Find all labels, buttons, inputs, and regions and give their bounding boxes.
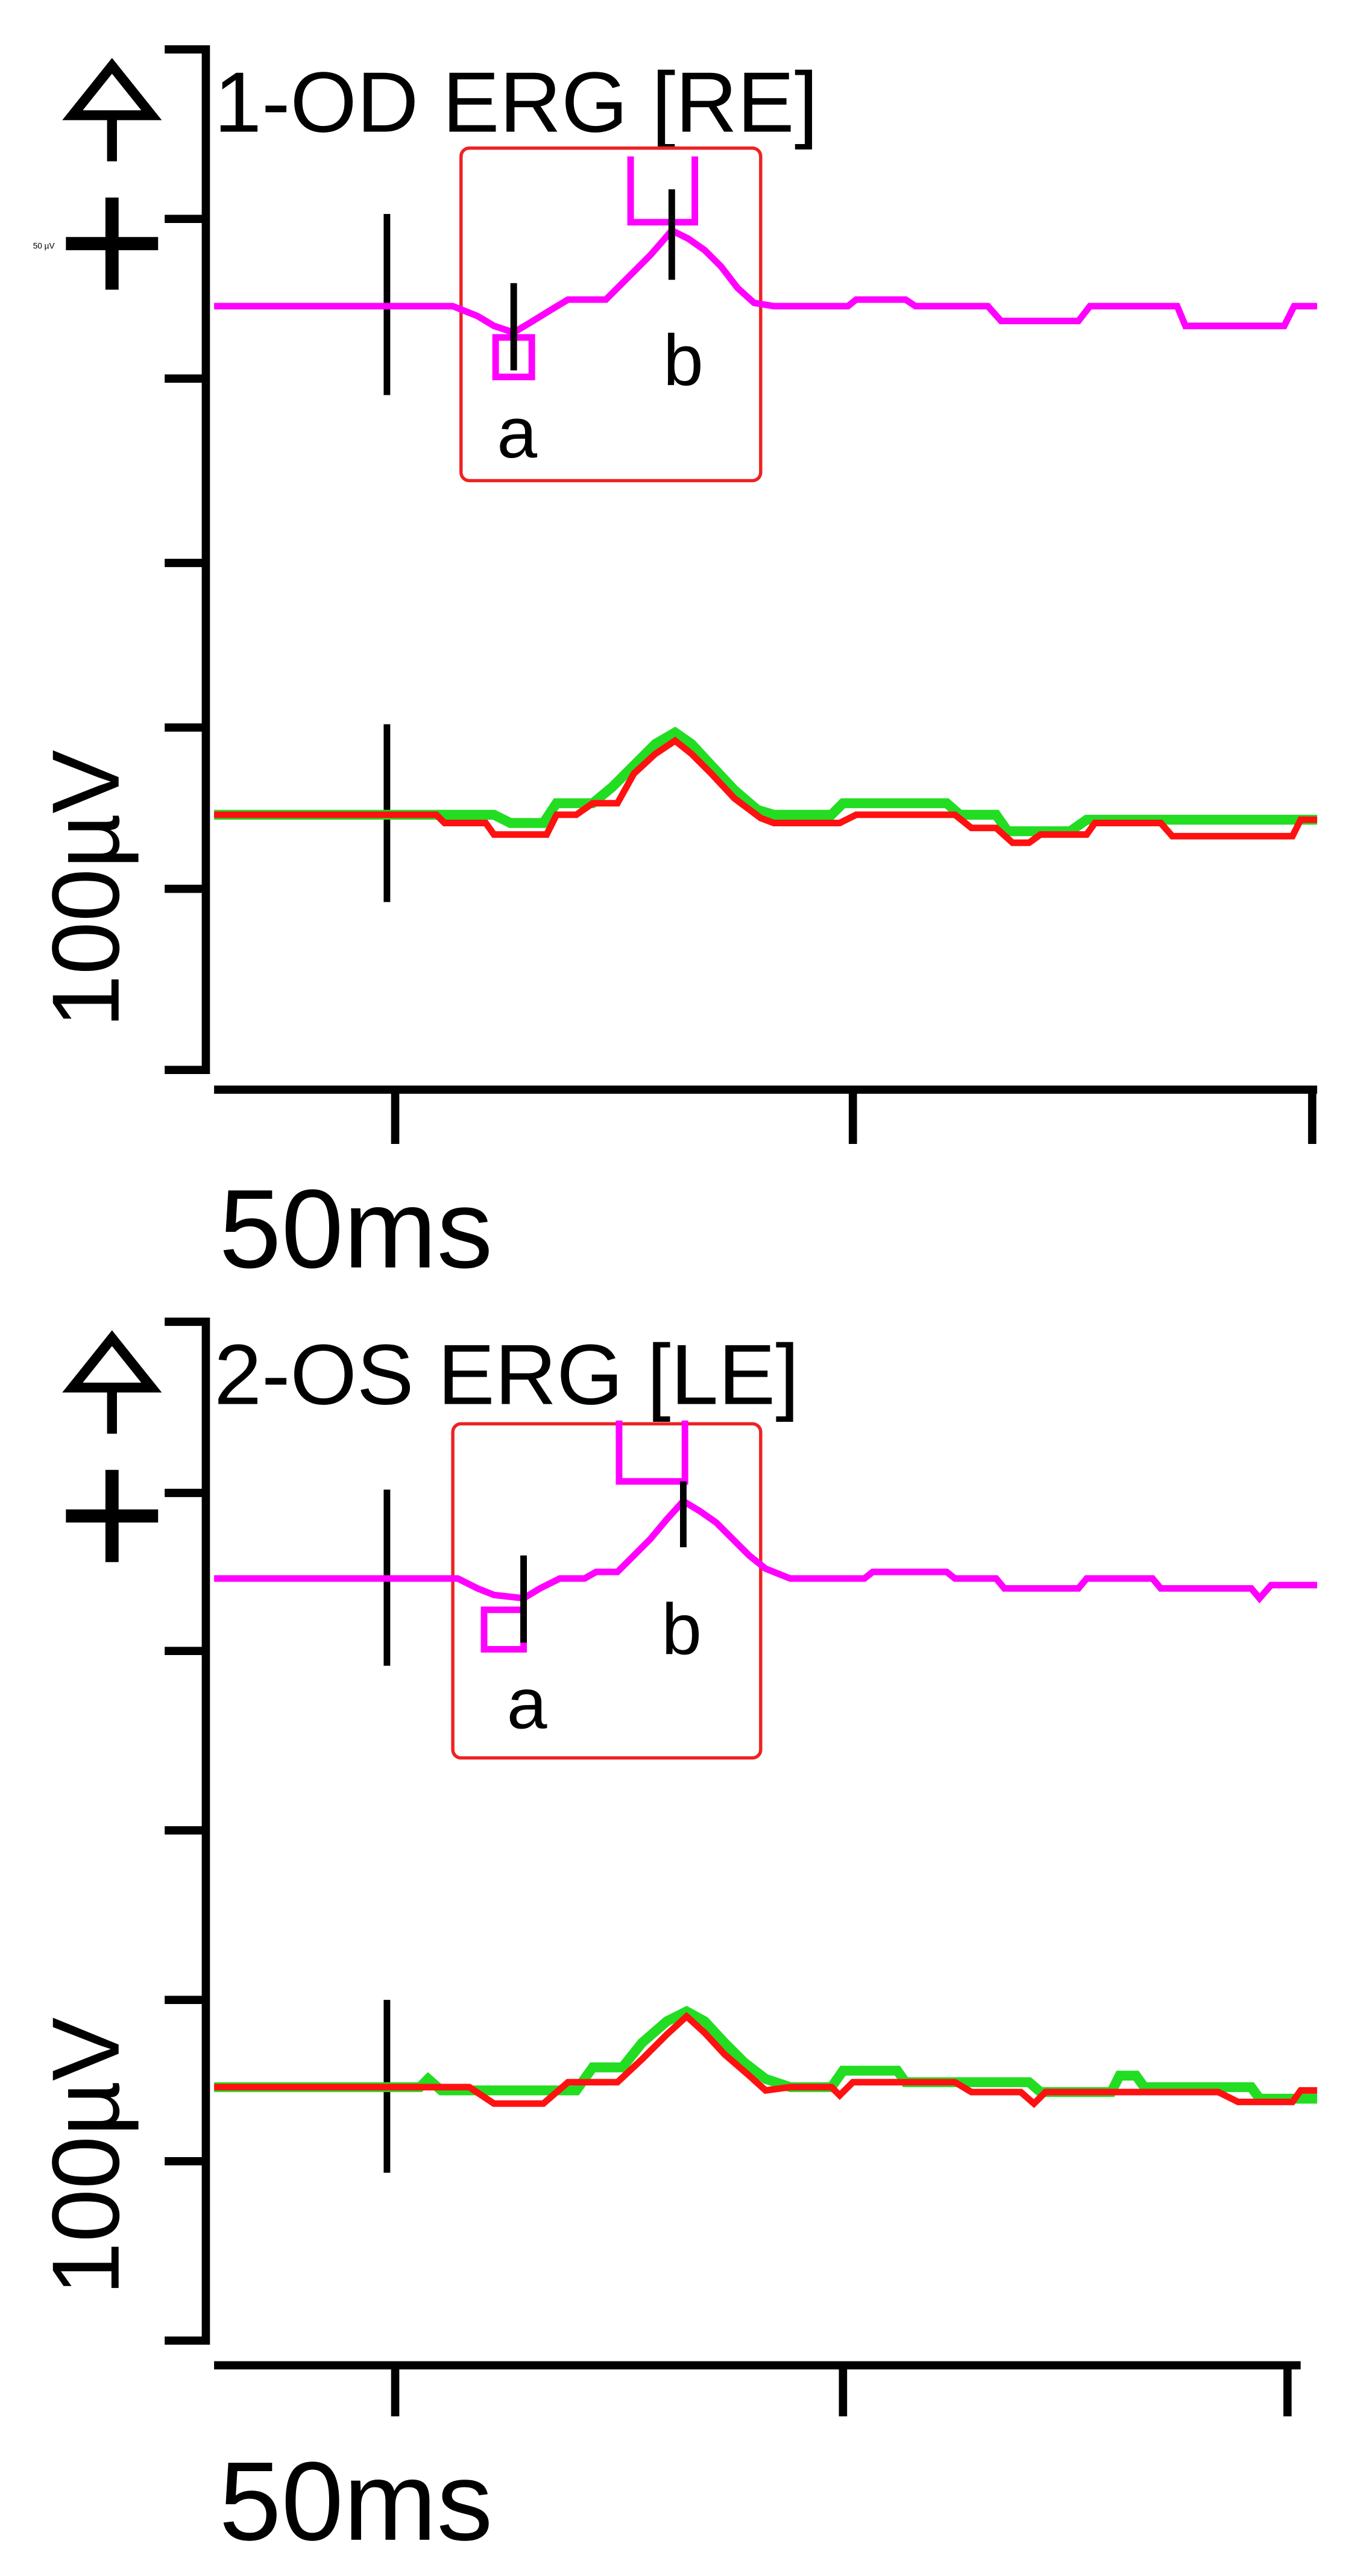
panel: 1-OD ERG [RE] 50 µV a b 100µV 50ms	[33, 45, 1317, 1292]
trace	[214, 226, 1317, 336]
trace	[214, 1497, 1317, 1604]
panel-title: 2-OS ERG [LE]	[214, 1327, 799, 1423]
marker-box	[451, 1422, 763, 1760]
x-scale-label: 50ms	[219, 1167, 493, 1292]
a-label: a	[497, 392, 537, 473]
plus-icon	[66, 197, 159, 290]
b-label: b	[663, 320, 704, 401]
a-marker	[492, 334, 535, 380]
up-arrow-icon	[62, 1330, 162, 1434]
trace	[214, 726, 1317, 837]
x-axis	[214, 2361, 1301, 2417]
b-label: b	[661, 1589, 702, 1670]
y-scale-label: 100µV	[33, 750, 139, 1028]
x-scale-label: 50ms	[219, 2439, 493, 2564]
up-arrow-icon	[62, 58, 162, 162]
x-axis	[214, 1085, 1317, 1145]
trace	[214, 2012, 1317, 2108]
b-marker	[627, 156, 699, 226]
y-axis	[165, 45, 210, 1074]
y-axis	[165, 1318, 210, 2345]
panel: 2-OS ERG [LE] a b 100µV 50ms	[33, 1318, 1317, 2564]
scale-note: 50 µV	[33, 241, 55, 250]
a-marker	[480, 1606, 527, 1653]
plus-icon	[66, 1469, 159, 1562]
panel-title: 1-OD ERG [RE]	[214, 54, 818, 150]
b-marker	[615, 1420, 688, 1485]
marker-box	[459, 146, 763, 483]
trace	[214, 737, 1317, 846]
y-scale-label: 100µV	[33, 2017, 139, 2295]
a-label: a	[507, 1663, 547, 1744]
